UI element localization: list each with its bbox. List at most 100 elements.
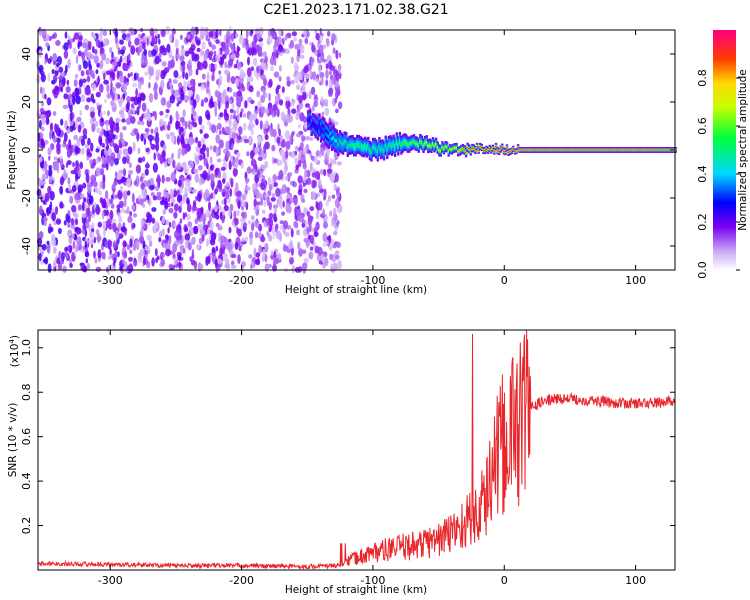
noise-cell: [82, 42, 87, 49]
track-cell: [663, 149, 666, 151]
noise-cell: [151, 36, 155, 45]
track-cell: [527, 149, 531, 151]
noise-cell: [114, 171, 118, 178]
noise-cell: [73, 134, 78, 141]
track-cell: [521, 149, 524, 151]
track-cell: [496, 150, 499, 152]
track-cell: [650, 149, 654, 151]
noise-cell: [225, 100, 230, 109]
track-cell: [324, 131, 327, 136]
noise-cell: [95, 157, 99, 165]
noise-cell: [265, 264, 269, 271]
track-cell: [315, 125, 318, 129]
noise-cell: [55, 206, 58, 215]
noise-cell: [158, 38, 161, 45]
noise-cell: [84, 104, 90, 111]
noise-cell: [297, 48, 301, 57]
noise-cell: [72, 161, 76, 168]
noise-cell: [219, 247, 224, 257]
track-cell: [550, 149, 553, 151]
noise-cell: [200, 48, 204, 58]
noise-cell: [86, 148, 91, 156]
y-tick-label: 1.0: [20, 339, 33, 357]
noise-cell: [323, 188, 327, 199]
noise-cell: [133, 180, 137, 186]
noise-cell: [133, 258, 138, 267]
noise-cell: [62, 265, 67, 273]
noise-cell: [128, 162, 132, 169]
noise-cell: [211, 246, 216, 254]
track-cell: [312, 122, 315, 126]
noise-cell: [235, 77, 239, 88]
noise-cell: [106, 155, 111, 164]
track-cell: [384, 143, 387, 147]
track-cell: [430, 145, 433, 148]
noise-cell: [156, 58, 162, 63]
noise-cell: [95, 148, 100, 153]
noise-cell: [130, 45, 136, 55]
track-cell: [507, 152, 510, 153]
noise-cell: [230, 260, 235, 266]
noise-cell: [100, 40, 104, 48]
noise-cell: [187, 59, 192, 67]
noise-cell: [77, 184, 84, 193]
noise-cell: [110, 80, 113, 91]
noise-cell: [126, 100, 130, 110]
noise-cell: [101, 155, 105, 164]
noise-cell: [187, 34, 191, 40]
noise-cell: [209, 221, 214, 231]
noise-cell: [52, 246, 57, 254]
noise-cell: [119, 149, 122, 156]
track-cell: [453, 147, 457, 149]
noise-cell: [81, 78, 87, 84]
noise-cell: [276, 108, 280, 118]
noise-cell: [82, 135, 88, 140]
noise-cell: [246, 67, 252, 78]
noise-cell: [154, 91, 158, 101]
noise-cell: [60, 118, 64, 126]
noise-cell: [126, 244, 130, 251]
noise-cell: [230, 43, 235, 50]
noise-cell: [242, 122, 247, 131]
noise-cell: [319, 27, 322, 36]
track-cell: [666, 149, 669, 151]
track-cell: [602, 149, 605, 151]
noise-cell: [251, 168, 256, 173]
noise-cell: [272, 204, 278, 209]
track-cell: [531, 149, 534, 151]
track-cell: [468, 148, 471, 150]
track-cell: [513, 151, 517, 152]
noise-cell: [327, 30, 331, 37]
noise-cell: [90, 174, 96, 183]
noise-cell: [217, 82, 221, 89]
noise-cell: [329, 70, 332, 75]
track-cell: [551, 149, 554, 151]
noise-cell: [261, 233, 265, 242]
noise-cell: [208, 63, 212, 72]
noise-cell: [188, 67, 193, 77]
noise-cell: [174, 230, 179, 239]
noise-cell: [249, 75, 254, 83]
noise-cell: [40, 180, 46, 186]
noise-cell: [44, 139, 49, 145]
noise-cell: [187, 186, 192, 193]
noise-cell: [222, 53, 227, 60]
noise-cell: [218, 139, 224, 149]
noise-cell: [333, 183, 337, 192]
noise-cell: [302, 81, 307, 86]
track-cell: [609, 149, 613, 151]
noise-cell: [173, 257, 177, 266]
track-cell: [479, 146, 482, 148]
track-cell: [444, 145, 447, 148]
noise-cell: [284, 34, 288, 41]
track-cell: [375, 147, 378, 151]
noise-cell: [214, 258, 218, 269]
noise-cell: [281, 211, 286, 216]
spectrogram-x-label: Height of straight line (km): [285, 284, 427, 296]
noise-cell: [56, 257, 61, 265]
noise-cell: [196, 243, 201, 250]
noise-cell: [314, 29, 318, 34]
noise-cell: [117, 222, 122, 231]
noise-cell: [45, 42, 50, 48]
noise-cell: [191, 105, 195, 115]
